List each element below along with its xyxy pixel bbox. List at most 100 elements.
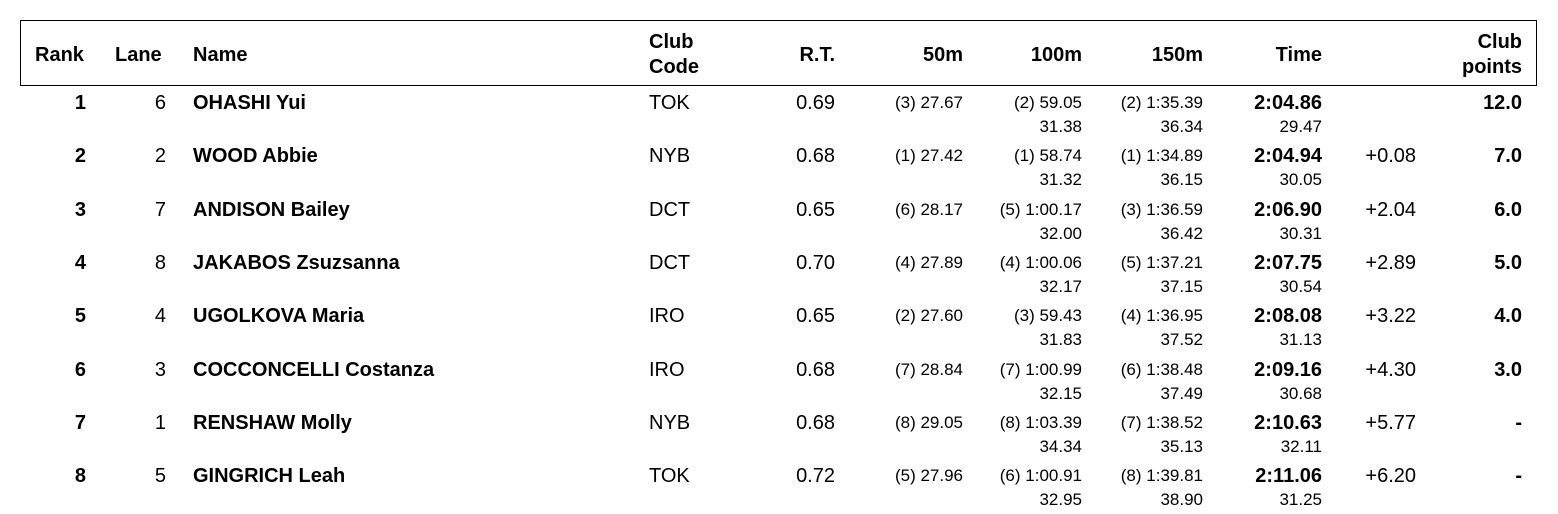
split-100m: (1) 58.74 bbox=[1013, 146, 1082, 166]
split-100m: (8) 1:03.39 bbox=[999, 412, 1082, 432]
club-points-cell: 12.0 bbox=[1483, 92, 1522, 114]
split-50m: (4) 27.89 bbox=[894, 252, 963, 272]
header-club-points: Club points bbox=[1462, 30, 1522, 80]
header-club-points-line1: Club bbox=[1477, 31, 1522, 53]
lane-cell: 5 bbox=[154, 465, 166, 488]
header-name: Name bbox=[193, 44, 248, 66]
club-code-cell: TOK bbox=[649, 465, 690, 488]
lap-time-100m: 34.34 bbox=[1039, 436, 1082, 456]
split-150m: (7) 1:38.52 bbox=[1120, 412, 1203, 432]
lap-time-150m: 35.13 bbox=[1160, 436, 1203, 456]
rank-cell: 3 bbox=[74, 198, 86, 221]
lap-time-200m: 31.13 bbox=[1279, 330, 1322, 350]
rank-cell: 5 bbox=[74, 305, 86, 328]
header-150m: 150m bbox=[1151, 44, 1203, 66]
header-50m: 50m bbox=[922, 44, 963, 66]
lap-time-150m: 37.49 bbox=[1160, 383, 1203, 403]
lane-cell: 1 bbox=[154, 411, 166, 434]
lane-cell: 8 bbox=[154, 251, 166, 274]
lane-cell: 4 bbox=[154, 305, 166, 328]
header-club-code-line2: Code bbox=[649, 56, 699, 78]
split-150m: (1) 1:34.89 bbox=[1120, 146, 1203, 166]
rank-cell: 4 bbox=[74, 251, 86, 274]
lap-time-150m: 37.52 bbox=[1160, 330, 1203, 350]
lap-time-150m: 38.90 bbox=[1160, 490, 1203, 510]
split-150m: (3) 1:36.59 bbox=[1120, 199, 1203, 219]
time-behind: +5.77 bbox=[1365, 411, 1416, 434]
club-code-cell: NYB bbox=[649, 145, 691, 168]
swimmer-name: RENSHAW Molly bbox=[193, 411, 352, 434]
club-code-cell: TOK bbox=[649, 92, 690, 114]
club-code-cell: NYB bbox=[649, 411, 691, 434]
swimmer-name: JAKABOS Zsuzsanna bbox=[193, 251, 400, 274]
split-100m: (2) 59.05 bbox=[1013, 93, 1082, 112]
results-header bbox=[20, 20, 1537, 86]
club-code-cell: DCT bbox=[649, 251, 691, 274]
lap-time-200m: 30.68 bbox=[1279, 383, 1322, 403]
lane-cell: 3 bbox=[154, 358, 166, 381]
lane-cell: 7 bbox=[154, 198, 166, 221]
header-rank: Rank bbox=[35, 44, 84, 66]
club-points-cell: 5.0 bbox=[1494, 251, 1522, 274]
lap-time-150m: 37.15 bbox=[1160, 276, 1203, 296]
club-points-cell: 7.0 bbox=[1494, 145, 1522, 168]
lap-time-200m: 30.05 bbox=[1279, 170, 1322, 190]
club-points-cell: - bbox=[1515, 411, 1522, 434]
club-points-cell: 3.0 bbox=[1494, 358, 1522, 381]
club-code-cell: IRO bbox=[649, 358, 685, 381]
club-code-cell: IRO bbox=[649, 305, 685, 328]
split-50m: (7) 28.84 bbox=[894, 359, 963, 379]
lap-time-100m: 32.17 bbox=[1039, 276, 1082, 296]
lane-cell: 2 bbox=[154, 145, 166, 168]
final-time: 2:04.86 bbox=[1254, 92, 1322, 114]
lane-cell: 6 bbox=[154, 92, 166, 114]
header-lane: Lane bbox=[115, 44, 162, 66]
split-50m: (3) 27.67 bbox=[894, 93, 963, 112]
split-50m: (2) 27.60 bbox=[894, 306, 963, 326]
lap-time-100m: 31.83 bbox=[1039, 330, 1082, 350]
lap-time-200m: 29.47 bbox=[1279, 117, 1322, 136]
reaction-time: 0.70 bbox=[796, 251, 835, 274]
header-rt: R.T. bbox=[799, 44, 835, 66]
reaction-time: 0.68 bbox=[796, 411, 835, 434]
split-150m: (4) 1:36.95 bbox=[1120, 306, 1203, 326]
final-time: 2:07.75 bbox=[1254, 251, 1322, 274]
time-behind: +4.30 bbox=[1365, 358, 1416, 381]
split-150m: (2) 1:35.39 bbox=[1120, 93, 1203, 112]
club-points-cell: - bbox=[1515, 465, 1522, 488]
lap-time-200m: 31.25 bbox=[1279, 490, 1322, 510]
final-time: 2:06.90 bbox=[1254, 198, 1322, 221]
swimmer-name: UGOLKOVA Maria bbox=[193, 305, 365, 328]
lap-time-150m: 36.42 bbox=[1160, 223, 1203, 243]
lap-time-100m: 32.95 bbox=[1039, 490, 1082, 510]
final-time: 2:04.94 bbox=[1254, 145, 1322, 168]
lap-time-200m: 30.54 bbox=[1279, 276, 1322, 296]
split-50m: (1) 27.42 bbox=[894, 146, 963, 166]
split-50m: (5) 27.96 bbox=[894, 466, 963, 486]
time-behind: +3.22 bbox=[1365, 305, 1416, 328]
lap-time-200m: 32.11 bbox=[1280, 436, 1322, 456]
time-behind: +2.04 bbox=[1365, 198, 1416, 221]
lap-time-200m: 30.31 bbox=[1279, 223, 1322, 243]
header-100m: 100m bbox=[1030, 44, 1082, 66]
split-150m: (6) 1:38.48 bbox=[1120, 359, 1203, 379]
split-100m: (7) 1:00.99 bbox=[999, 359, 1082, 379]
swimmer-name: OHASHI Yui bbox=[193, 92, 306, 114]
split-50m: (8) 29.05 bbox=[894, 412, 963, 432]
club-points-cell: 6.0 bbox=[1494, 198, 1522, 221]
lap-time-100m: 31.38 bbox=[1039, 117, 1082, 136]
swimmer-name: WOOD Abbie bbox=[193, 145, 318, 168]
rank-cell: 2 bbox=[74, 145, 86, 168]
club-code-cell: DCT bbox=[649, 198, 691, 221]
swimmer-name: COCCONCELLI Costanza bbox=[193, 358, 435, 381]
final-time: 2:08.08 bbox=[1254, 305, 1322, 328]
reaction-time: 0.65 bbox=[796, 305, 835, 328]
reaction-time: 0.69 bbox=[796, 92, 835, 114]
rank-cell: 7 bbox=[74, 411, 86, 434]
lap-time-100m: 32.15 bbox=[1039, 383, 1082, 403]
header-club-code-line1: Club bbox=[649, 31, 694, 53]
reaction-time: 0.68 bbox=[796, 145, 835, 168]
lap-time-150m: 36.15 bbox=[1160, 170, 1203, 190]
time-behind: +6.20 bbox=[1365, 465, 1416, 488]
split-50m: (6) 28.17 bbox=[894, 199, 963, 219]
